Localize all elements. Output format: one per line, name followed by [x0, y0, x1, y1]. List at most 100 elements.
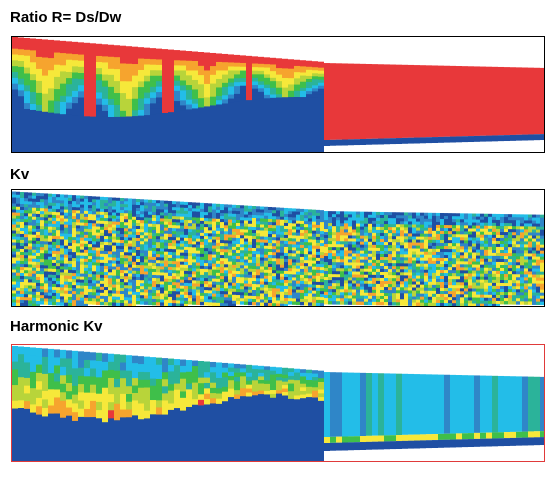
- kv-cell: [372, 253, 376, 258]
- kv-cell: [408, 248, 412, 252]
- ratio-cell: [186, 80, 192, 86]
- kv-cell: [240, 205, 244, 209]
- kv-cell: [180, 294, 184, 299]
- kv-cell: [464, 279, 468, 283]
- ratio-sky: [300, 37, 306, 61]
- kv-cell: [56, 254, 60, 258]
- kv-cell: [76, 228, 80, 232]
- kv-cell: [292, 241, 296, 245]
- kv-cell: [388, 281, 392, 285]
- kv-cell: [408, 245, 412, 249]
- kv-cell: [48, 205, 52, 210]
- kv-cell: [236, 217, 240, 221]
- kv-cell: [408, 302, 412, 306]
- kv-cell: [440, 221, 444, 226]
- kv-cell: [160, 260, 164, 264]
- kv-cell: [396, 281, 400, 285]
- kv-cell: [420, 233, 424, 238]
- ratio-base: [294, 97, 300, 152]
- kv-cell: [160, 236, 164, 240]
- kv-cell: [328, 262, 332, 266]
- ratio-cell: [78, 79, 84, 86]
- kv-cell: [196, 211, 200, 216]
- kv-cell: [332, 280, 336, 284]
- kv-cell: [140, 199, 144, 203]
- kv-cell: [332, 292, 336, 296]
- ratio-cell: [144, 103, 150, 110]
- ratio-cell: [18, 78, 24, 85]
- kv-cell: [380, 277, 384, 282]
- kv-cell: [272, 237, 276, 241]
- kv-cell: [216, 248, 220, 253]
- kv-cell: [408, 287, 412, 291]
- kv-cell: [304, 239, 308, 243]
- kv-cell: [176, 267, 180, 271]
- kv-cell: [164, 230, 168, 235]
- kv-cell: [468, 270, 472, 274]
- kv-cell: [104, 278, 108, 282]
- kv-cell: [108, 272, 112, 276]
- kv-cell: [40, 193, 44, 197]
- kv-cell: [184, 207, 188, 212]
- kv-cell: [308, 269, 312, 273]
- kv-cell: [392, 272, 396, 276]
- kv-cell: [208, 260, 212, 264]
- kv-cell: [336, 256, 340, 260]
- kv-cell: [432, 260, 436, 265]
- kv-cell: [336, 295, 340, 299]
- ratio-sky: [366, 37, 372, 64]
- kv-cell: [276, 249, 280, 253]
- kv-cell: [12, 194, 16, 198]
- kv-cell: [300, 250, 304, 255]
- kv-cell: [324, 283, 328, 287]
- kv-cell: [160, 275, 164, 279]
- ratio-cell: [282, 58, 288, 63]
- kv-cell: [316, 278, 320, 283]
- kv-cell: [308, 272, 312, 276]
- ratio-cell: [66, 78, 72, 85]
- kv-cell: [320, 234, 324, 238]
- kv-cell: [204, 215, 208, 219]
- kv-cell: [440, 224, 444, 229]
- kv-cell: [232, 219, 236, 224]
- kv-cell: [268, 266, 272, 271]
- ratio-cell: [318, 64, 324, 69]
- ratio-cell: [222, 58, 228, 63]
- ratio-cell: [312, 70, 318, 74]
- kv-cell: [280, 216, 284, 221]
- kv-cell: [328, 271, 332, 275]
- kv-cell: [120, 225, 124, 229]
- kv-cell: [436, 215, 440, 220]
- kv-cell: [288, 232, 292, 236]
- kv-cell: [304, 275, 308, 279]
- kv-cell: [76, 252, 80, 256]
- ratio-cell: [24, 37, 30, 45]
- kv-cell: [320, 294, 324, 298]
- ratio-cell: [198, 98, 204, 104]
- kv-cell: [64, 200, 68, 205]
- kv-cell: [152, 277, 156, 282]
- kv-cell: [208, 239, 212, 243]
- kv-cell: [188, 214, 192, 218]
- kv-cell: [252, 227, 256, 231]
- kv-cell: [148, 250, 152, 255]
- kv-cell: [448, 243, 452, 247]
- ratio-cell: [204, 61, 210, 67]
- kv-cell: [20, 227, 24, 232]
- kv-cell: [264, 281, 268, 286]
- kv-cell: [272, 279, 276, 283]
- ratio-cell: [90, 92, 96, 99]
- kv-cell: [472, 222, 476, 226]
- ratio-column: [522, 67, 528, 135]
- kv-cell: [172, 222, 176, 226]
- kv-cell: [116, 230, 120, 235]
- kv-cell: [228, 240, 232, 244]
- kv-cell: [80, 252, 84, 257]
- kv-cell: [260, 227, 264, 231]
- kv-cell: [308, 221, 312, 225]
- kv-cell: [216, 227, 220, 232]
- kv-cell: [64, 242, 68, 247]
- kv-cell: [108, 233, 112, 237]
- kv-cell: [92, 295, 96, 299]
- kv-cell: [244, 250, 248, 254]
